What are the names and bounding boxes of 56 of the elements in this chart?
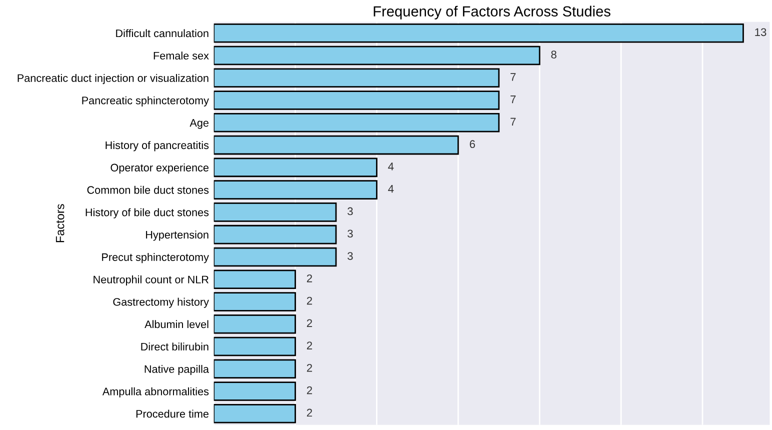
y-tick-label: Difficult cannulation <box>116 29 208 38</box>
bar <box>214 382 296 401</box>
data-label: 3 <box>348 252 353 260</box>
bar <box>214 23 744 43</box>
bar <box>214 113 500 132</box>
y-axis-title: Factors <box>56 204 64 242</box>
data-label: 2 <box>306 319 312 327</box>
data-label: 4 <box>388 162 394 170</box>
data-label: 2 <box>306 274 312 282</box>
data-label: 4 <box>388 185 394 193</box>
y-tick-label: Procedure time <box>136 410 209 418</box>
y-tick-label: Pancreatic sphincterotomy <box>82 96 209 106</box>
bar <box>214 68 500 88</box>
data-label: 8 <box>551 50 556 58</box>
y-tick-label: Female sex <box>154 52 209 60</box>
y-tick-label: Operator experience <box>110 164 209 174</box>
bar <box>214 202 337 222</box>
y-tick-label: Ampulla abnormalities <box>102 387 209 398</box>
bar <box>214 247 337 267</box>
data-label: 2 <box>306 408 312 417</box>
data-label: 2 <box>306 296 312 305</box>
y-tick-label: Hypertension <box>146 230 208 241</box>
data-label: 3 <box>348 230 353 238</box>
bar <box>214 270 296 289</box>
bar <box>214 359 296 379</box>
bar <box>214 46 540 66</box>
bar <box>214 158 378 178</box>
y-tick-label: Common bile duct stones <box>87 186 209 194</box>
y-tick-label: Neutrophil count or NLR <box>94 275 208 286</box>
data-label: 2 <box>306 364 312 372</box>
bar <box>214 90 500 110</box>
y-tick-label: Direct bilirubin <box>141 342 208 351</box>
data-label: 13 <box>755 28 766 36</box>
y-tick-label: History of bile duct stones <box>86 208 209 218</box>
bar <box>214 336 296 356</box>
chart-title: Frequency of Factors Across Studies <box>374 6 610 20</box>
bar <box>214 314 296 334</box>
bar <box>214 135 459 155</box>
y-tick-label: History of pancreatitis <box>106 141 209 152</box>
data-label: 7 <box>510 118 516 126</box>
bar <box>214 180 378 200</box>
y-tick-label: Precut sphincterotomy <box>102 253 209 264</box>
bar <box>214 292 296 312</box>
data-label: 3 <box>348 207 353 216</box>
data-label: 6 <box>470 140 475 148</box>
y-tick-label: Gastrectomy history <box>113 298 209 308</box>
bar <box>214 404 296 424</box>
y-tick-label: Native papilla <box>144 364 209 376</box>
y-tick-label: Pancreatic duct injection or visualization <box>18 74 208 84</box>
data-label: 7 <box>510 96 516 104</box>
bar <box>214 224 337 244</box>
data-label: 2 <box>306 386 312 394</box>
y-tick-label: Albumin level <box>144 320 208 328</box>
data-label: 7 <box>510 73 516 81</box>
y-tick-label: Age <box>190 119 208 129</box>
data-label: 2 <box>306 342 312 350</box>
